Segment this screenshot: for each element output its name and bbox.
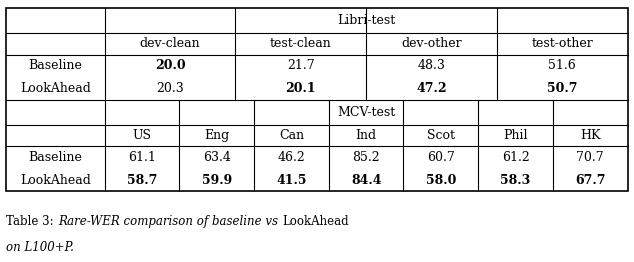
Text: test-other: test-other [531,37,593,51]
Text: Table 3:: Table 3: [6,215,58,228]
Text: 21.7: 21.7 [287,59,314,72]
Text: 51.6: 51.6 [548,59,576,72]
Text: HK: HK [580,129,600,142]
Text: 58.3: 58.3 [500,173,531,187]
Text: Ind: Ind [356,129,377,142]
Text: Scot: Scot [427,129,455,142]
Text: test-clean: test-clean [270,37,332,51]
Text: LookAhead: LookAhead [282,215,349,228]
Text: Baseline: Baseline [29,151,82,164]
Text: 47.2: 47.2 [416,82,447,95]
Text: 84.4: 84.4 [351,173,382,187]
Text: Libri-test: Libri-test [337,14,395,27]
Text: 20.0: 20.0 [155,59,185,72]
Text: 41.5: 41.5 [276,173,307,187]
Text: 50.7: 50.7 [547,82,578,95]
Text: 48.3: 48.3 [418,59,446,72]
Text: 59.9: 59.9 [202,173,232,187]
Text: dev-other: dev-other [401,37,462,51]
Text: Can: Can [279,129,304,142]
Text: 58.7: 58.7 [127,173,157,187]
Text: LookAhead: LookAhead [20,173,91,187]
Text: Phil: Phil [503,129,528,142]
Text: 85.2: 85.2 [353,151,380,164]
Text: dev-clean: dev-clean [139,37,200,51]
Text: 63.4: 63.4 [203,151,231,164]
Text: 60.7: 60.7 [427,151,455,164]
Text: Baseline: Baseline [29,59,82,72]
Bar [6,8,628,191]
Text: Eng: Eng [204,129,230,142]
Text: LookAhead: LookAhead [20,82,91,95]
Text: US: US [133,129,152,142]
Text: 58.0: 58.0 [425,173,456,187]
Text: 20.3: 20.3 [156,82,184,95]
Text: 46.2: 46.2 [278,151,306,164]
Text: on L100+P.: on L100+P. [6,241,74,254]
Text: MCV-test: MCV-test [337,106,395,119]
Text: 61.2: 61.2 [501,151,529,164]
Text: Rare-WER comparison of baseline vs: Rare-WER comparison of baseline vs [58,215,282,228]
Text: 67.7: 67.7 [575,173,605,187]
Text: 61.1: 61.1 [128,151,156,164]
Text: 70.7: 70.7 [576,151,604,164]
Text: 20.1: 20.1 [285,82,316,95]
